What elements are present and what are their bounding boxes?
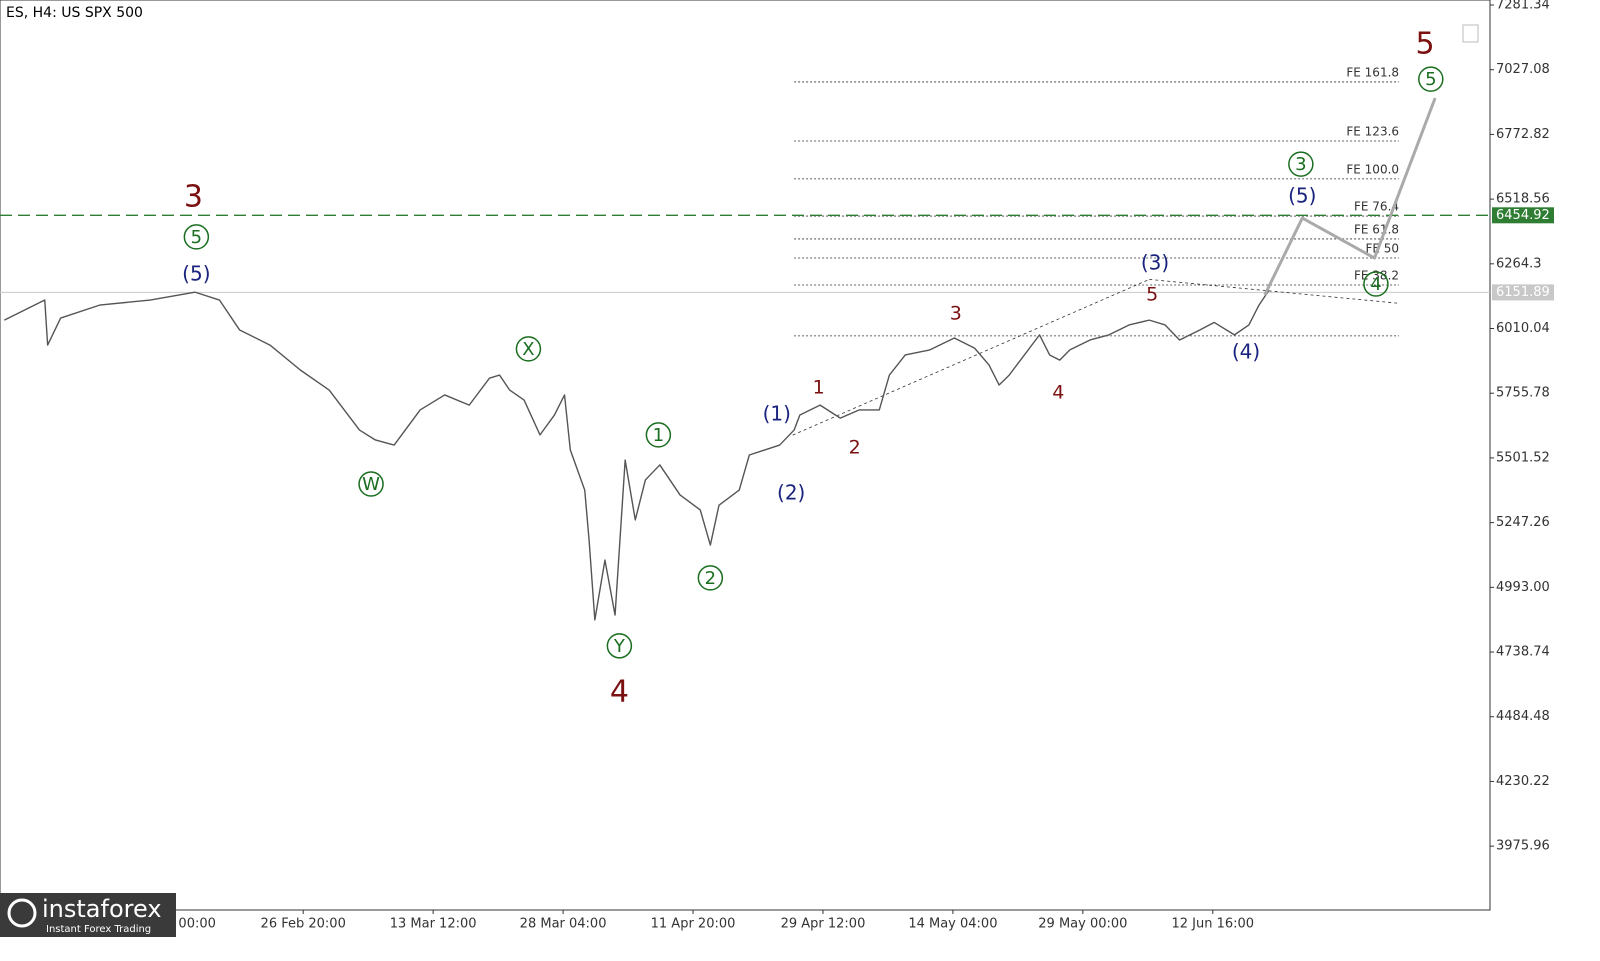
- wave-label: 4: [610, 674, 629, 709]
- y-tick-label: 6264.3: [1496, 256, 1542, 271]
- wave-label: 1: [813, 377, 825, 399]
- y-tick-label: 4484.48: [1496, 709, 1550, 724]
- wave-circle: [515, 336, 542, 362]
- y-tick-label: 7281.34: [1496, 0, 1550, 13]
- x-tick-label: 28 Mar 04:00: [520, 917, 607, 932]
- x-tick-label: 13 Mar 12:00: [390, 917, 477, 932]
- x-tick-label: 29 May 00:00: [1038, 917, 1127, 932]
- fe-label: FE 50: [1365, 242, 1399, 256]
- logo: instaforex Instant Forex Trading: [0, 893, 176, 937]
- logo-bg: [0, 893, 176, 937]
- y-tick-label: 7027.08: [1496, 62, 1550, 77]
- logo-tagline: Instant Forex Trading: [46, 924, 151, 935]
- fe-label: FE 161.8: [1346, 65, 1399, 79]
- wave-label: W: [362, 474, 380, 495]
- y-tick-label: 5247.26: [1496, 515, 1550, 530]
- y-tick-label: 4230.22: [1496, 774, 1550, 789]
- wave-label: (5): [1288, 183, 1316, 207]
- wave-label: 3: [1295, 154, 1306, 175]
- fe-label: FE 76.4: [1354, 200, 1399, 214]
- y-tick-label: 5501.52: [1496, 450, 1550, 465]
- x-tick-label: 12 Jun 16:00: [1171, 917, 1254, 932]
- wave-label: 2: [705, 568, 716, 589]
- wave-label: 2: [849, 436, 861, 458]
- logo-name: instaforex: [42, 895, 162, 923]
- fe-label: FE 61.8: [1354, 222, 1399, 236]
- price-tag: [1492, 284, 1554, 301]
- y-tick-label: 3975.96: [1496, 839, 1550, 854]
- price-tag-label: 6151.89: [1496, 285, 1550, 300]
- chart-title: ES, H4: US SPX 500: [6, 5, 143, 21]
- wave-label: 3: [950, 303, 962, 325]
- wave-label: 1: [653, 425, 664, 446]
- plot-frame: [0, 0, 1491, 911]
- wave-circle: [358, 471, 384, 497]
- y-tick-label: 6772.82: [1496, 127, 1550, 142]
- y-tick-label: 6518.56: [1496, 192, 1550, 207]
- x-tick-label: 26 Feb 20:00: [261, 917, 346, 932]
- fe-label: FE 100.0: [1346, 162, 1399, 176]
- wave-circle: [1418, 66, 1444, 92]
- wave-label: 5: [1425, 69, 1436, 90]
- wave-label: (5): [182, 262, 210, 286]
- y-tick-label: 4993.00: [1496, 580, 1550, 595]
- x-tick-label: 11 Apr 20:00: [651, 917, 736, 932]
- price-line-series: [4, 289, 1270, 621]
- wave-label: (3): [1141, 251, 1169, 275]
- wave-label: 3: [184, 179, 203, 214]
- x-tick-label: 29 Apr 12:00: [781, 917, 866, 932]
- wave-label: X: [522, 339, 534, 360]
- wave-circle: [1363, 271, 1389, 297]
- wave-label: 5: [1146, 283, 1158, 305]
- logo-icon: [7, 898, 37, 928]
- wave-label: 4: [1052, 381, 1064, 403]
- wave-circle: [697, 565, 724, 591]
- wave-circle: [1288, 151, 1314, 177]
- projection-path: [1263, 97, 1437, 296]
- wave-label: Y: [613, 636, 626, 657]
- trendline: [792, 279, 1150, 436]
- wave-circle: [183, 224, 210, 250]
- y-tick-label: 4738.74: [1496, 645, 1550, 660]
- toolbar-button[interactable]: [1462, 24, 1479, 43]
- wave-circle: [606, 633, 633, 659]
- wave-label: (4): [1232, 339, 1260, 363]
- wave-label: 4: [1370, 274, 1381, 295]
- price-tag: [1492, 207, 1554, 224]
- x-tick-label: 14 May 04:00: [908, 917, 997, 932]
- price-tag-label: 6454.92: [1496, 208, 1550, 223]
- wave-label: (2): [777, 480, 805, 504]
- fe-label: FE 123.6: [1346, 124, 1399, 138]
- wave-label: 5: [191, 227, 202, 248]
- y-tick-label: 6010.04: [1496, 321, 1550, 336]
- wave-label: 5: [1415, 27, 1434, 62]
- y-tick-label: 5755.78: [1496, 386, 1550, 401]
- wave-circle: [645, 422, 672, 448]
- wave-label: (1): [763, 402, 791, 426]
